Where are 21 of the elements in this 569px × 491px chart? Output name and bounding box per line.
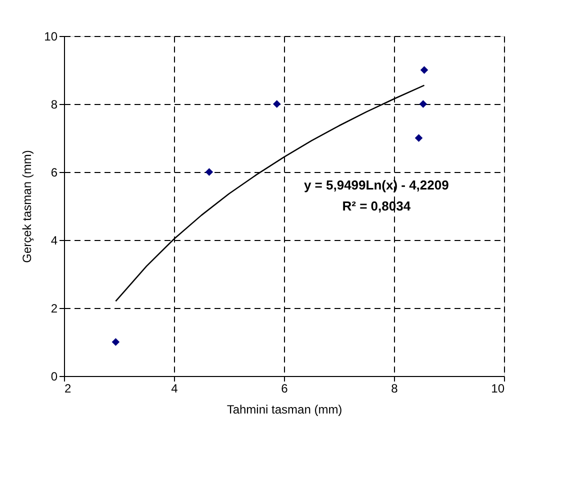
x-tick-label: 10: [491, 382, 505, 396]
point: [112, 338, 120, 346]
point: [420, 66, 428, 74]
point: [419, 100, 428, 108]
x-tick-label: 2: [64, 382, 72, 396]
y-tick-label: 0: [50, 370, 58, 384]
y-tick-label: 6: [50, 166, 58, 180]
y-axis-title: Gerçek tasman (mm): [20, 150, 34, 263]
x-tick-label: 6: [281, 382, 288, 396]
point: [272, 100, 281, 108]
point: [414, 134, 423, 142]
x-axis-title: Tahmini tasman (mm): [226, 402, 342, 416]
x-tick-label: 4: [171, 382, 178, 396]
x-tick-label: 8: [391, 382, 398, 396]
y-tick-label: 10: [44, 30, 58, 44]
annotation: R² = 0,8034: [342, 198, 412, 214]
y-tick-label: 4: [50, 234, 58, 248]
y-tick-label: 8: [50, 98, 58, 112]
point: [205, 168, 214, 176]
y-tick-label: 2: [50, 302, 58, 316]
annotation: y = 5,9499Ln(x) - 4,2209: [304, 178, 449, 193]
